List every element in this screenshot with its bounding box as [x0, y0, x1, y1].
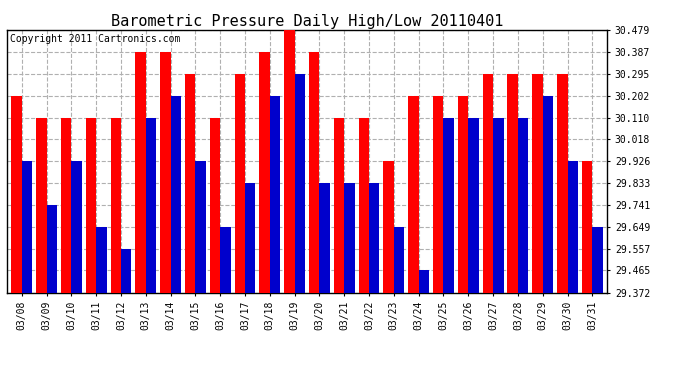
- Bar: [507, 74, 518, 292]
- Bar: [458, 96, 469, 292]
- Text: Copyright 2011 Cartronics.com: Copyright 2011 Cartronics.com: [10, 34, 180, 44]
- Bar: [319, 183, 330, 292]
- Bar: [369, 183, 380, 292]
- Bar: [270, 96, 280, 292]
- Bar: [309, 52, 319, 292]
- Bar: [11, 96, 22, 292]
- Bar: [433, 96, 444, 292]
- Bar: [259, 52, 270, 292]
- Bar: [532, 74, 543, 292]
- Bar: [344, 183, 355, 292]
- Bar: [543, 96, 553, 292]
- Bar: [483, 74, 493, 292]
- Bar: [235, 74, 245, 292]
- Bar: [469, 117, 479, 292]
- Bar: [220, 227, 230, 292]
- Bar: [493, 117, 504, 292]
- Bar: [96, 227, 107, 292]
- Bar: [160, 52, 170, 292]
- Bar: [170, 96, 181, 292]
- Bar: [71, 161, 82, 292]
- Bar: [295, 74, 305, 292]
- Bar: [86, 117, 96, 292]
- Bar: [185, 74, 195, 292]
- Bar: [518, 117, 529, 292]
- Bar: [419, 270, 429, 292]
- Bar: [557, 74, 567, 292]
- Bar: [394, 227, 404, 292]
- Bar: [36, 117, 47, 292]
- Bar: [121, 249, 131, 292]
- Bar: [110, 117, 121, 292]
- Bar: [146, 117, 156, 292]
- Bar: [135, 52, 146, 292]
- Bar: [408, 96, 419, 292]
- Bar: [61, 117, 71, 292]
- Bar: [195, 161, 206, 292]
- Title: Barometric Pressure Daily High/Low 20110401: Barometric Pressure Daily High/Low 20110…: [111, 14, 503, 29]
- Bar: [334, 117, 344, 292]
- Bar: [284, 30, 295, 292]
- Bar: [384, 161, 394, 292]
- Bar: [47, 205, 57, 292]
- Bar: [444, 117, 454, 292]
- Bar: [245, 183, 255, 292]
- Bar: [567, 161, 578, 292]
- Bar: [592, 227, 603, 292]
- Bar: [210, 117, 220, 292]
- Bar: [359, 117, 369, 292]
- Bar: [22, 161, 32, 292]
- Bar: [582, 161, 592, 292]
